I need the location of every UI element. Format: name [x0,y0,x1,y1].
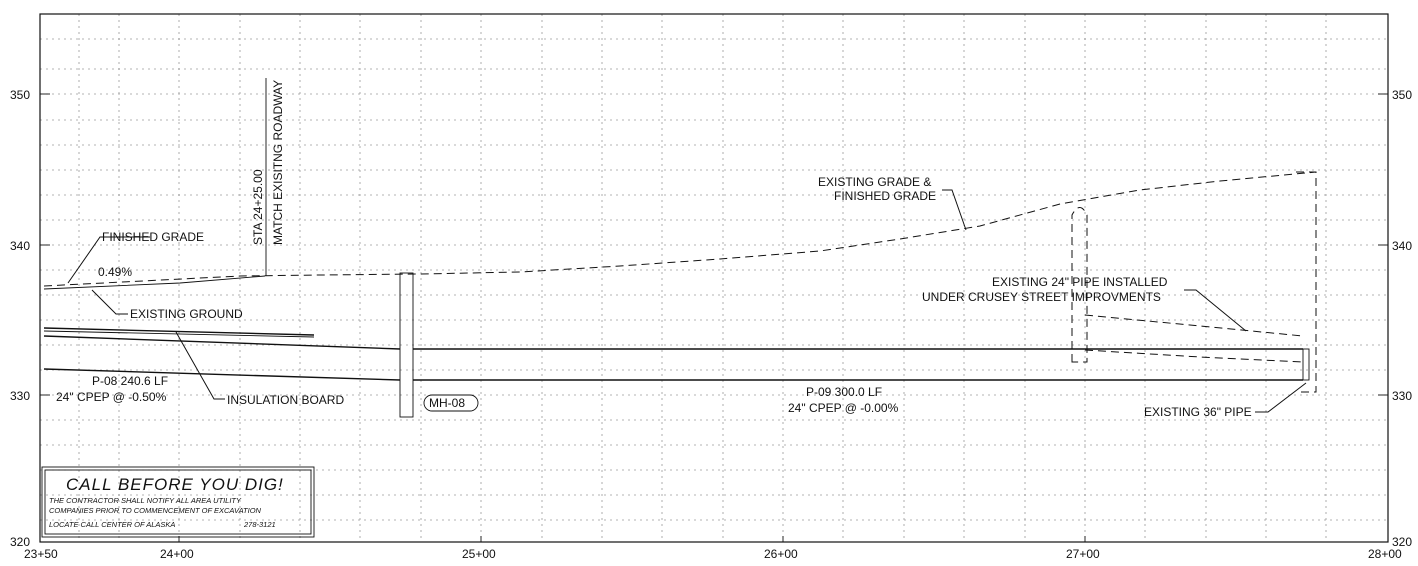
elevation-tick-left: 330 [10,389,30,403]
pipe-p08-bottom [43,368,401,381]
p08-label: P-08 240.6 LF [92,374,168,388]
existing-36-label: EXISTING 36" PIPE [1144,405,1252,419]
notice-line: LOCATE CALL CENTER OF ALASKA [49,520,175,529]
existing-24-label: EXISTING 24" PIPE INSTALLED [992,275,1168,289]
elevation-tick-left: 320 [10,535,30,549]
insulation-board-label: INSULATION BOARD [227,393,344,407]
existing-finished-grade-line [43,171,1317,287]
finished-grade-leader [67,236,150,284]
elevation-tick-right: 340 [1392,239,1412,253]
existing-finished-label: EXISTING GRADE & [818,175,931,189]
elevation-tick-right: 320 [1392,535,1412,549]
elevation-tick-right: 350 [1392,88,1412,102]
existing-36-leader [1255,382,1307,413]
station-tick: 24+00 [160,547,194,561]
existing-24-pipe [1084,314,1304,337]
existing-36-outline [1296,171,1317,393]
finished-grade-label: FINISHED GRADE [102,230,204,244]
existing-24-pipe [1084,349,1304,363]
notice-title: CALL BEFORE YOU DIG! [66,475,284,494]
existing-24-leader [1184,289,1247,332]
p08-spec-label: 24" CPEP @ -0.50% [56,390,167,404]
p09-spec-label: 24" CPEP @ -0.00% [788,401,899,415]
notice-box-outer [41,466,315,538]
slope-label: 0.49% [98,265,132,279]
existing-structure-outline [1071,207,1088,363]
elevation-tick-left: 350 [10,88,30,102]
p09-label: P-09 300.0 LF [806,385,882,399]
station-tick: 23+50 [24,547,58,561]
notice-box-inner [44,469,312,535]
elevation-tick-right: 330 [1392,389,1412,403]
station-tick: 27+00 [1066,547,1100,561]
existing-36-pipe [1302,348,1310,381]
drawing-frame [39,13,1389,543]
elevation-tick-left: 340 [10,239,30,253]
match-existing-label: MATCH EXISITNG ROADWAY [271,80,285,245]
pipe-p08-top [43,335,401,350]
axis-tick-marks [40,93,1388,542]
insulation-board-line [43,330,315,338]
existing-24-label: UNDER CRUSEY STREET IMPROVMENTS [922,290,1161,304]
existing-ground-label: EXISTING GROUND [130,307,243,321]
manhole-label-box [423,394,479,412]
existing-ground-leader [91,289,128,315]
insulation-board-leader [175,331,225,400]
station-tick: 25+00 [462,547,496,561]
manhole-label: MH-08 [429,396,465,410]
grid [40,14,1388,542]
station-tick: 28+00 [1368,547,1402,561]
manhole-structure [399,272,414,418]
notice-phone: 278-3121 [243,520,276,529]
call-before-you-dig-box: CALL BEFORE YOU DIG! THE CONTRACTOR SHAL… [41,466,315,538]
existing-ground-line [43,275,266,290]
existing-finished-leader [942,189,967,231]
notice-line: COMPANIES PRIOR TO COMMENCEMENT OF EXCAV… [49,506,262,515]
notice-line: THE CONTRACTOR SHALL NOTIFY ALL AREA UTI… [49,496,242,505]
insulation-board-line [43,327,315,336]
station-tick: 26+00 [764,547,798,561]
existing-finished-label: FINISHED GRADE [834,189,936,203]
sta-label: STA 24+25.00 [251,169,265,245]
